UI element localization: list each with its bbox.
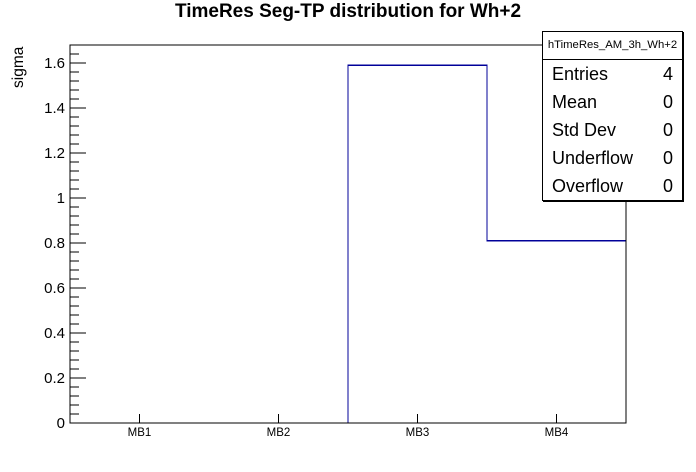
- x-tick-label: MB3: [406, 427, 430, 439]
- chart-title: TimeRes Seg-TP distribution for Wh+2: [174, 1, 522, 22]
- stats-value: 0: [662, 119, 673, 140]
- y-tick-label: 1.2: [44, 145, 65, 162]
- y-tick-label: 0.4: [44, 325, 65, 342]
- stats-row: Std Dev 0: [543, 116, 682, 144]
- stats-value: 4: [662, 63, 673, 84]
- stats-row: Entries 4: [543, 60, 682, 88]
- stats-value: 0: [662, 175, 673, 196]
- stats-value: 0: [662, 147, 673, 168]
- y-tick-label: 0.2: [44, 370, 65, 387]
- x-tick-label: MB4: [545, 427, 569, 439]
- stats-label: Mean: [552, 91, 598, 112]
- y-tick-label: 1.6: [44, 55, 65, 72]
- stats-row: Mean 0: [543, 88, 682, 116]
- x-tick-label: MB1: [128, 427, 152, 439]
- stats-label: Underflow: [552, 147, 634, 168]
- y-tick-label: 0: [57, 415, 65, 432]
- stats-rows: Entries 4 Mean 0 Std Dev 0 Underflow 0 Overflow 0: [543, 60, 682, 200]
- x-tick-label: MB2: [267, 427, 291, 439]
- stats-label: Std Dev: [552, 119, 617, 140]
- stats-row: Overflow 0: [543, 172, 682, 200]
- y-tick-label: 0.8: [44, 235, 65, 252]
- stats-label: Entries: [552, 63, 609, 84]
- stats-label: Overflow: [552, 175, 624, 196]
- y-tick-label: 1.4: [44, 100, 65, 117]
- stats-row: Underflow 0: [543, 144, 682, 172]
- y-tick-label: 0.6: [44, 280, 65, 297]
- stats-value: 0: [662, 91, 673, 112]
- y-tick-label: 1: [57, 190, 65, 207]
- stats-box-title: hTimeRes_AM_3h_Wh+2: [543, 32, 682, 60]
- stats-box: hTimeRes_AM_3h_Wh+2 Entries 4 Mean 0 Std Dev…: [542, 31, 683, 201]
